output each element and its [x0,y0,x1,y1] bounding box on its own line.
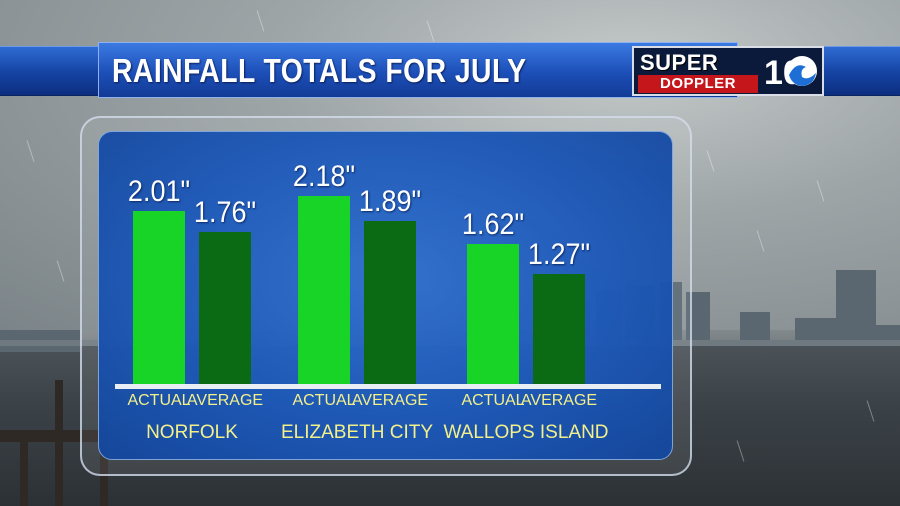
series-label-actual: ACTUAL [127,392,191,409]
series-label-average: AVERAGE [520,392,598,409]
title-panel [98,42,738,98]
series-label-actual: ACTUAL [461,392,525,409]
category-label: ELIZABETH CITY [280,422,434,443]
series-label-average: AVERAGE [186,392,264,409]
chart-baseline [115,384,661,389]
series-label-actual: ACTUAL [292,392,356,409]
bar-average [533,274,585,384]
bar-value-label: 1.27" [527,238,591,271]
bar-actual [133,211,185,384]
bar-value-label: 2.01" [127,175,191,208]
series-label-average: AVERAGE [351,392,429,409]
bar-actual [467,244,519,384]
bar-actual [298,196,350,384]
category-label: NORFOLK [146,422,238,443]
wave-10-icon: 10 [762,51,820,91]
bar-value-label: 1.89" [358,185,422,218]
category-label: WALLOPS ISLAND [443,422,609,443]
station-logo: SUPER DOPPLER 10 [632,46,824,96]
bar-value-label: 1.76" [193,196,257,229]
logo-super-text: SUPER [640,50,719,75]
logo-doppler-text: DOPPLER [638,75,758,93]
bar-value-label: 1.62" [461,208,525,241]
bar-average [199,232,251,384]
bar-value-label: 2.18" [292,160,356,193]
page-title: RAINFALL TOTALS FOR JULY [112,52,527,89]
bar-average [364,221,416,384]
